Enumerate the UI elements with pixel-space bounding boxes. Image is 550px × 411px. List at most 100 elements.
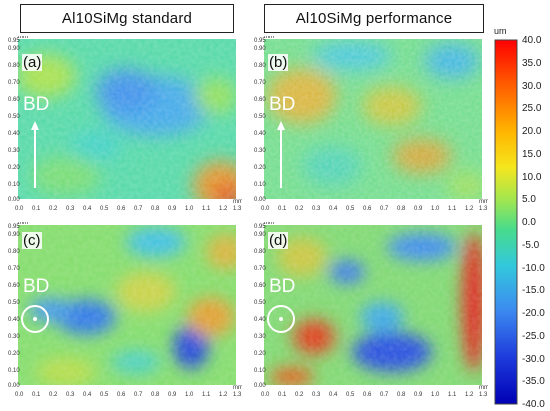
svg-text:0.7: 0.7 xyxy=(380,206,389,212)
svg-text:mm: mm xyxy=(18,222,28,226)
svg-text:0.0: 0.0 xyxy=(261,392,270,398)
svg-text:0.40: 0.40 xyxy=(8,131,20,137)
svg-text:mm: mm xyxy=(479,199,488,205)
svg-text:1.3: 1.3 xyxy=(479,206,488,212)
svg-text:0.50: 0.50 xyxy=(8,114,20,120)
colorbar-tick-label: -15.0 xyxy=(522,285,545,297)
svg-text:0.60: 0.60 xyxy=(8,283,20,289)
svg-text:0.00: 0.00 xyxy=(254,383,266,389)
colorbar xyxy=(494,39,518,405)
svg-text:0.7: 0.7 xyxy=(134,206,143,212)
svg-text:0.00: 0.00 xyxy=(8,383,20,389)
svg-text:0.40: 0.40 xyxy=(254,131,266,137)
colorbar-tick-label: 35.0 xyxy=(522,57,542,69)
svg-text:1.3: 1.3 xyxy=(233,206,242,212)
svg-text:0.8: 0.8 xyxy=(151,206,160,212)
svg-text:0.80: 0.80 xyxy=(254,249,266,255)
panel-label-d: (d) xyxy=(268,232,289,249)
svg-text:1.2: 1.2 xyxy=(465,206,474,212)
svg-text:0.0: 0.0 xyxy=(15,206,24,212)
bd-label-c: BD xyxy=(23,276,50,297)
svg-text:0.7: 0.7 xyxy=(380,392,389,398)
svg-text:0.5: 0.5 xyxy=(100,206,109,212)
header-performance-text: Al10SiMg performance xyxy=(295,10,453,27)
svg-text:0.95: 0.95 xyxy=(8,38,20,44)
svg-text:1.1: 1.1 xyxy=(448,206,457,212)
colorbar-tick-label: 5.0 xyxy=(522,194,536,206)
svg-text:mm: mm xyxy=(264,36,274,40)
svg-text:0.00: 0.00 xyxy=(8,197,20,203)
bd-label-d: BD xyxy=(269,276,296,297)
svg-text:1.2: 1.2 xyxy=(465,392,474,398)
svg-text:0.2: 0.2 xyxy=(49,206,58,212)
svg-text:0.30: 0.30 xyxy=(8,334,20,340)
svg-text:0.2: 0.2 xyxy=(295,392,304,398)
svg-text:0.95: 0.95 xyxy=(254,224,266,230)
svg-text:0.1: 0.1 xyxy=(32,206,41,212)
height-map-d: 0.950.90 0.800.70 0.600.50 0.400.30 0.20… xyxy=(254,222,488,398)
axis-b: 0.950.90 0.800.70 0.600.50 0.400.30 0.20… xyxy=(254,36,488,212)
height-map-a: 0.950.90 0.800.70 0.600.50 0.400.30 0.20… xyxy=(8,36,242,212)
svg-text:0.70: 0.70 xyxy=(254,80,266,86)
colorbar-tick-label: 40.0 xyxy=(522,35,542,46)
axis-c: 0.950.90 0.800.70 0.600.50 0.400.30 0.20… xyxy=(8,222,242,398)
svg-text:1.3: 1.3 xyxy=(233,392,242,398)
svg-text:0.9: 0.9 xyxy=(414,206,423,212)
svg-text:0.9: 0.9 xyxy=(168,392,177,398)
header-standard-text: Al10SiMg standard xyxy=(61,10,193,27)
svg-text:0.50: 0.50 xyxy=(254,114,266,120)
svg-text:mm: mm xyxy=(479,385,488,391)
svg-text:0.3: 0.3 xyxy=(66,392,75,398)
svg-text:0.00: 0.00 xyxy=(254,197,266,203)
svg-text:0.90: 0.90 xyxy=(8,46,20,52)
svg-text:mm: mm xyxy=(18,36,28,40)
svg-text:0.8: 0.8 xyxy=(397,392,406,398)
svg-text:0.6: 0.6 xyxy=(117,392,126,398)
panel-label-a: (a) xyxy=(22,54,43,71)
svg-text:0.80: 0.80 xyxy=(8,249,20,255)
colorbar-tick-label: 15.0 xyxy=(522,148,542,160)
svg-text:0.20: 0.20 xyxy=(8,165,20,171)
panel-a: 0.95 0.90 0.80 0.70 0.60 0.50 0.40 0.30 0.20… xyxy=(6,36,242,218)
svg-text:0.9: 0.9 xyxy=(414,392,423,398)
svg-text:0.6: 0.6 xyxy=(363,206,372,212)
svg-text:0.30: 0.30 xyxy=(8,148,20,154)
svg-text:0.30: 0.30 xyxy=(254,334,266,340)
height-map-c: 0.950.90 0.800.70 0.600.50 0.400.30 0.20… xyxy=(8,222,242,398)
svg-text:0.8: 0.8 xyxy=(397,206,406,212)
svg-text:mm: mm xyxy=(264,222,274,226)
panel-label-b: (b) xyxy=(268,54,289,71)
svg-text:0.5: 0.5 xyxy=(346,392,355,398)
svg-text:0.3: 0.3 xyxy=(312,392,321,398)
svg-text:0.95: 0.95 xyxy=(8,224,20,230)
colorbar-tick-label: 20.0 xyxy=(522,126,542,137)
svg-text:0.20: 0.20 xyxy=(254,165,266,171)
colorbar-tick-label: 0.0 xyxy=(522,217,536,228)
svg-text:1.2: 1.2 xyxy=(219,206,228,212)
svg-text:0.4: 0.4 xyxy=(83,392,92,398)
header-performance: Al10SiMg performance xyxy=(264,4,484,33)
bd-label-b: BD xyxy=(269,94,296,115)
svg-text:0.20: 0.20 xyxy=(8,351,20,357)
svg-text:1.3: 1.3 xyxy=(479,392,488,398)
svg-text:0.8: 0.8 xyxy=(151,392,160,398)
colorbar-unit: um xyxy=(494,26,507,36)
header-standard: Al10SiMg standard xyxy=(20,4,234,33)
bd-label-a: BD xyxy=(23,94,50,115)
svg-text:0.4: 0.4 xyxy=(329,206,338,212)
svg-text:0.90: 0.90 xyxy=(254,232,266,238)
colorbar-tick-label: 10.0 xyxy=(522,171,542,183)
svg-text:0.4: 0.4 xyxy=(329,392,338,398)
svg-text:0.10: 0.10 xyxy=(8,182,20,188)
svg-text:0.95: 0.95 xyxy=(254,38,266,44)
svg-text:0.5: 0.5 xyxy=(100,392,109,398)
svg-text:0.40: 0.40 xyxy=(8,317,20,323)
svg-text:1.1: 1.1 xyxy=(448,392,457,398)
svg-text:0.9: 0.9 xyxy=(168,206,177,212)
colorbar-tick-label: -40.0 xyxy=(522,399,545,410)
colorbar-tick-label: -10.0 xyxy=(522,262,545,274)
colorbar-tick-label: -30.0 xyxy=(522,353,545,365)
axis-a: 0.950.90 0.800.70 0.600.50 0.400.30 0.20… xyxy=(8,36,242,212)
svg-text:mm: mm xyxy=(233,385,242,391)
svg-text:0.6: 0.6 xyxy=(363,392,372,398)
